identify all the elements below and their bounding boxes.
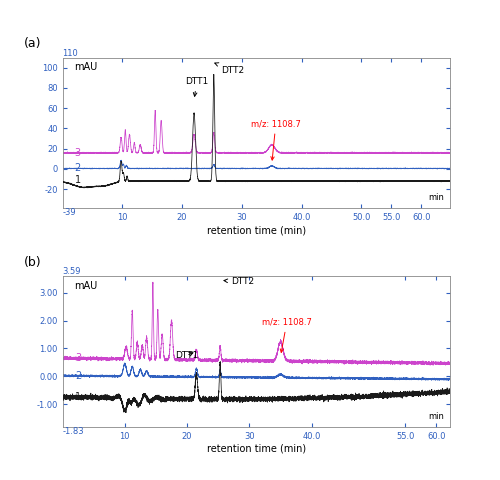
Text: -39: -39 (62, 208, 76, 217)
Text: DTT1: DTT1 (174, 351, 198, 360)
Text: mAU: mAU (74, 62, 98, 72)
Text: 3: 3 (75, 353, 81, 363)
Text: m/z: 1108.7: m/z: 1108.7 (262, 318, 312, 352)
Text: 3.59: 3.59 (62, 267, 81, 276)
Text: DTT2: DTT2 (215, 63, 244, 75)
Text: -1.83: -1.83 (62, 427, 84, 436)
Text: 1: 1 (74, 175, 80, 185)
X-axis label: retention time (min): retention time (min) (206, 444, 306, 454)
Text: mAU: mAU (74, 281, 98, 291)
Text: (a): (a) (24, 37, 41, 50)
Text: 2: 2 (75, 371, 81, 381)
Text: 110: 110 (62, 48, 78, 58)
Text: 1: 1 (75, 392, 81, 402)
Text: (b): (b) (24, 256, 42, 269)
X-axis label: retention time (min): retention time (min) (206, 225, 306, 235)
Text: DTT1: DTT1 (185, 77, 208, 96)
Text: m/z: 1108.7: m/z: 1108.7 (251, 120, 300, 160)
Text: 3: 3 (74, 148, 80, 158)
Text: min: min (428, 193, 444, 203)
Text: DTT2: DTT2 (224, 277, 254, 287)
Text: min: min (428, 412, 444, 421)
Text: 2: 2 (74, 164, 80, 173)
